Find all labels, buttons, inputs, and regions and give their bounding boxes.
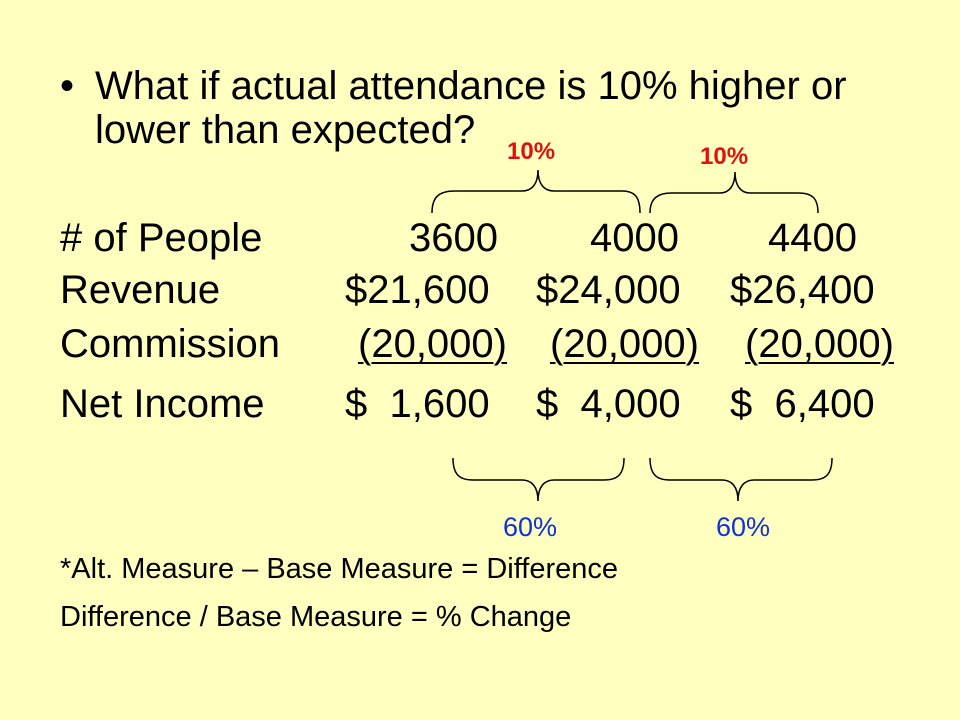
cell-net-income-2: $ 4,000 (536, 382, 681, 426)
question-line-2: lower than expected? (95, 108, 476, 152)
cell-net-income-1: $ 1,600 (345, 382, 490, 426)
cell-commission-3: (20,000) (745, 322, 894, 366)
top-brace-2 (649, 171, 819, 214)
bottom-brace-2 (649, 457, 833, 502)
top-brace-1 (431, 169, 641, 214)
note-difference-formula: *Alt. Measure – Base Measure = Differenc… (60, 553, 618, 585)
row-label-commission: Commission (60, 322, 281, 366)
top-brace-label-2: 10% (700, 143, 749, 170)
cell-net-income-3: $ 6,400 (730, 382, 875, 426)
top-brace-label-1: 10% (507, 138, 556, 165)
cell-revenue-2: $24,000 (536, 268, 681, 312)
bottom-brace-1 (452, 457, 625, 502)
cell-revenue-1: $21,600 (345, 268, 490, 312)
question-line-1: What if actual attendance is 10% higher … (95, 64, 847, 108)
row-label-revenue: Revenue (60, 268, 221, 312)
row-label-people: # of People (60, 216, 263, 260)
cell-revenue-3: $26,400 (730, 268, 875, 312)
bullet-marker: • (60, 64, 75, 108)
cell-people-2: 4000 (590, 216, 679, 260)
note-percent-change-formula: Difference / Base Measure = % Change (60, 601, 572, 633)
cell-commission-1: (20,000) (358, 322, 507, 366)
cell-people-1: 3600 (409, 216, 498, 260)
cell-people-3: 4400 (768, 216, 857, 260)
row-label-net-income: Net Income (60, 382, 265, 426)
cell-commission-2: (20,000) (550, 322, 699, 366)
bottom-brace-label-2: 60% (716, 512, 771, 542)
bottom-brace-label-1: 60% (503, 512, 558, 542)
